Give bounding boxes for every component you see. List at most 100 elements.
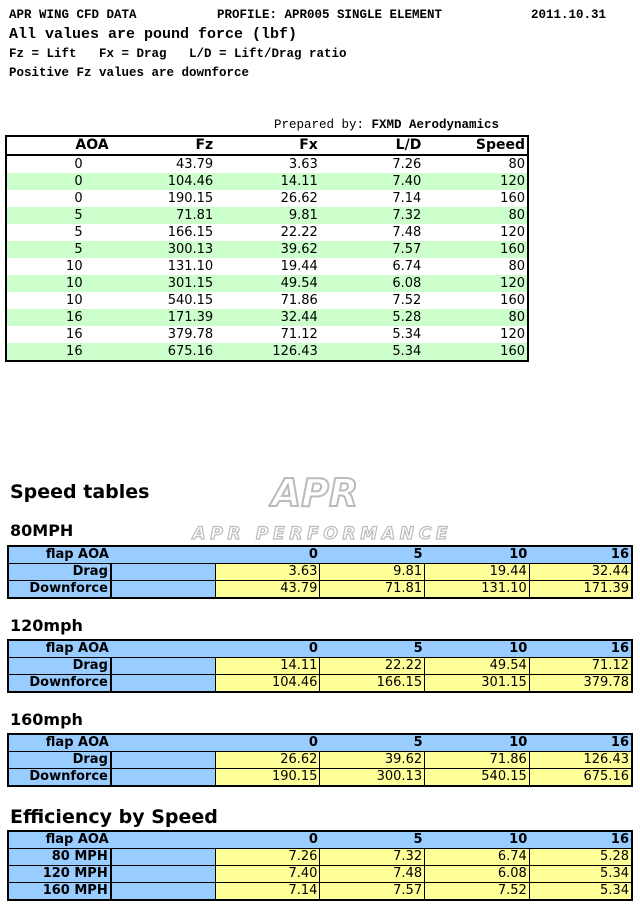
table-cell: 26.62 (280, 191, 318, 206)
column-header: Fx (215, 136, 320, 156)
value-cell: 379.78 (528, 674, 633, 693)
svg-text:APR: APR (269, 471, 359, 515)
table-cell: 190.15 (167, 191, 214, 206)
speed-80mph-title: 80MPH (10, 521, 74, 540)
value-cell: 43.79 (214, 580, 321, 599)
row-label: Downforce (7, 768, 112, 787)
aoa-header: 5 (319, 830, 425, 849)
table-cell: 7.32 (319, 207, 424, 224)
value-cell: 71.81 (319, 580, 426, 599)
aoa-header: 16 (529, 639, 632, 658)
value-cell: 5.34 (528, 865, 633, 883)
table-row: 80 MPH 7.26 7.32 6.74 5.28 (7, 848, 633, 866)
table-cell: 7.40 (319, 173, 424, 190)
table-cell: 71.81 (110, 207, 216, 224)
table-row: 16 379.78 71.12 5.34 120 (6, 326, 528, 343)
table-cell: 166.15 (167, 225, 214, 240)
table-cell: 160 (423, 343, 528, 361)
aoa-header: 5 (319, 545, 425, 564)
table-cell: 5 (74, 225, 83, 240)
speed-160mph-title: 160mph (10, 710, 83, 729)
column-header: AOA (6, 136, 111, 156)
legend-note: Fz = Lift Fx = Drag L/D = Lift/Drag rati… (9, 47, 347, 61)
table-cell: 7.48 (392, 225, 422, 240)
aoa-header: 5 (319, 639, 425, 658)
value-cell: 540.15 (424, 768, 530, 787)
table-cell: 32.44 (215, 309, 320, 326)
table-cell: 5.34 (392, 327, 422, 342)
row-label: Downforce (7, 674, 112, 693)
table-cell: 16 (6, 309, 111, 326)
table-row: 16 171.39 32.44 5.28 80 (6, 309, 528, 326)
blank-cell (110, 848, 216, 866)
value-cell: 7.40 (214, 865, 321, 883)
blank-cell (110, 657, 216, 675)
value-cell: 7.14 (214, 882, 321, 901)
value-cell: 104.46 (214, 674, 321, 693)
table-cell: 300.13 (110, 241, 216, 258)
flap-aoa-label: flap AOA (8, 639, 111, 658)
value-cell: 7.57 (319, 882, 426, 901)
table-cell: 120 (423, 275, 528, 292)
value-cell: 6.74 (424, 848, 530, 866)
row-label: Downforce (7, 580, 112, 599)
row-label: Drag (7, 657, 112, 675)
table-cell: 379.78 (167, 327, 214, 342)
value-cell: 39.62 (319, 751, 426, 769)
table-cell: 7.52 (392, 293, 422, 308)
table-cell: 71.12 (280, 327, 318, 342)
table-row: 5 71.81 9.81 7.32 80 (6, 207, 528, 224)
value-cell: 6.08 (424, 865, 530, 883)
table-cell: 22.22 (280, 225, 318, 240)
aoa-header: 16 (529, 733, 632, 752)
header-row: flap AOA 0 5 10 16 (8, 639, 632, 658)
value-cell: 19.44 (424, 563, 530, 581)
value-cell: 301.15 (424, 674, 530, 693)
table-row: 0 104.46 14.11 7.40 120 (6, 173, 528, 190)
aoa-header: 0 (215, 545, 320, 564)
blank-cell (110, 733, 216, 752)
aoa-header: 5 (319, 733, 425, 752)
blank-cell (110, 882, 216, 901)
value-cell: 32.44 (528, 563, 633, 581)
table-cell: 49.54 (215, 275, 320, 292)
cfd-data-table: AOA Fz Fx L/D Speed 0 43.79 3.63 7.26 80 0 104.46 1… (5, 135, 529, 362)
table-cell: 7.26 (392, 157, 422, 172)
table-cell: 5.34 (319, 343, 424, 361)
aoa-header: 0 (215, 830, 320, 849)
table-cell: 120 (500, 327, 525, 342)
table-cell: 3.63 (288, 157, 318, 172)
table-row: Downforce 104.46 166.15 301.15 379.78 (7, 674, 633, 693)
table-cell: 131.10 (167, 259, 214, 274)
aoa-header: 10 (424, 733, 530, 752)
downforce-note: Positive Fz values are downforce (9, 66, 250, 80)
aoa-header: 0 (215, 733, 320, 752)
value-cell: 9.81 (319, 563, 426, 581)
table-cell: 0 (6, 173, 111, 190)
value-cell: 675.16 (528, 768, 633, 787)
value-cell: 7.32 (319, 848, 426, 866)
table-cell: 16 (6, 343, 111, 361)
table-cell: 80 (508, 157, 525, 172)
flap-aoa-label: flap AOA (8, 830, 111, 849)
table-cell: 120 (500, 225, 525, 240)
apr-logo-mark: APR (268, 470, 360, 516)
value-cell: 166.15 (319, 674, 426, 693)
blank-cell (110, 639, 216, 658)
flap-aoa-label: flap AOA (8, 545, 111, 564)
efficiency-table: flap AOA 0 5 10 16 80 MPH 7.26 7.32 6.74 5.28 120 … (7, 830, 633, 901)
table-cell: 5.28 (319, 309, 424, 326)
table-cell: 301.15 (110, 275, 216, 292)
aoa-header: 10 (424, 639, 530, 658)
table-cell: 675.16 (110, 343, 216, 361)
table-row: Drag 26.62 39.62 71.86 126.43 (7, 751, 633, 769)
row-label: 80 MPH (7, 848, 112, 866)
efficiency-title: Efficiency by Speed (10, 806, 218, 828)
table-cell: 9.81 (215, 207, 320, 224)
value-cell: 3.63 (214, 563, 321, 581)
row-label: 120 MPH (7, 865, 112, 883)
table-row: Drag 3.63 9.81 19.44 32.44 (7, 563, 633, 581)
table-cell: 14.11 (215, 173, 320, 190)
prepared-by-name: FXMD Aerodynamics (371, 118, 500, 132)
table-cell: 10 (6, 275, 111, 292)
